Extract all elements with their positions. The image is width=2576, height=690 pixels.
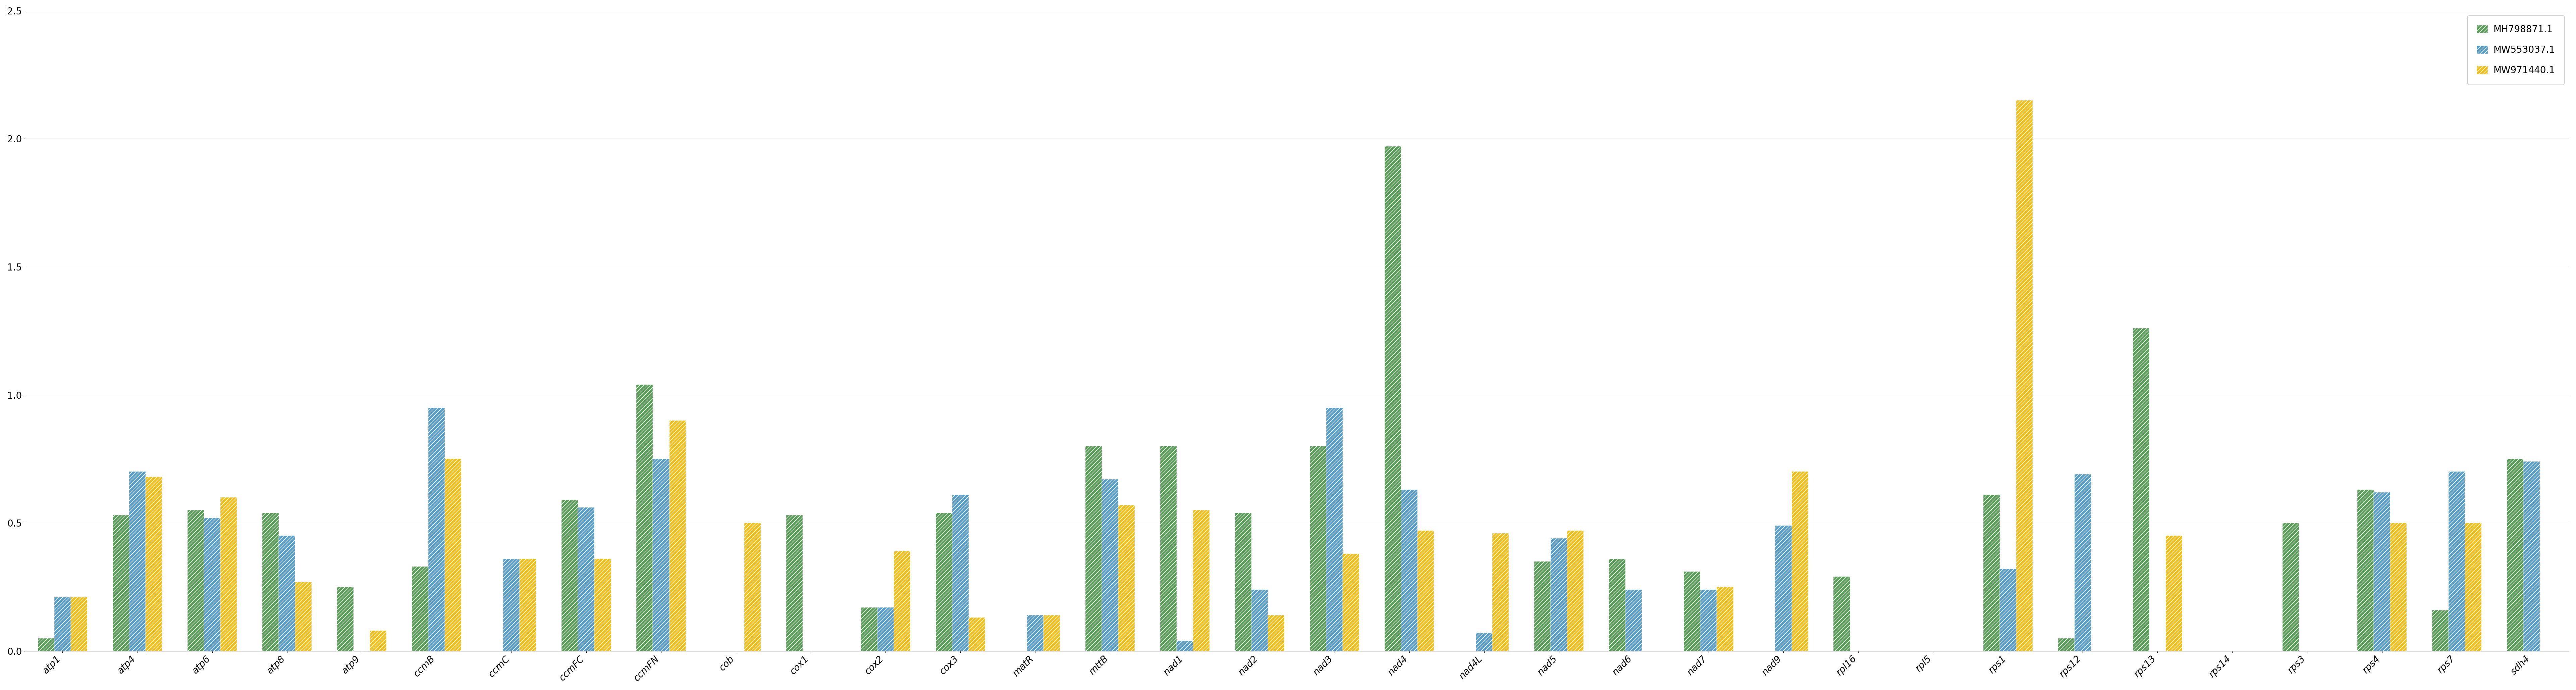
Bar: [969, 618, 984, 651]
Bar: [1700, 589, 1716, 651]
Bar: [39, 638, 54, 651]
Bar: [1177, 641, 1193, 651]
Bar: [894, 551, 909, 651]
Bar: [1716, 587, 1734, 651]
Bar: [2282, 523, 2298, 651]
Bar: [520, 559, 536, 651]
Bar: [188, 510, 204, 651]
Bar: [1234, 513, 1252, 651]
Bar: [70, 597, 88, 651]
Bar: [577, 508, 595, 651]
Bar: [296, 582, 312, 651]
Bar: [1327, 408, 1342, 651]
Bar: [113, 515, 129, 651]
Bar: [129, 472, 147, 651]
Bar: [263, 513, 278, 651]
Bar: [1386, 146, 1401, 651]
Bar: [652, 459, 670, 651]
Legend: MH798871.1, MW553037.1, MW971440.1: MH798871.1, MW553037.1, MW971440.1: [2468, 15, 2563, 85]
Bar: [2133, 328, 2148, 651]
Bar: [1309, 446, 1327, 651]
Bar: [2465, 523, 2481, 651]
Bar: [1084, 446, 1103, 651]
Bar: [278, 535, 296, 651]
Bar: [446, 459, 461, 651]
Bar: [878, 607, 894, 651]
Bar: [1028, 615, 1043, 651]
Bar: [636, 384, 652, 651]
Bar: [1775, 526, 1793, 651]
Bar: [1625, 589, 1641, 651]
Bar: [222, 497, 237, 651]
Bar: [1535, 562, 1551, 651]
Bar: [1610, 559, 1625, 651]
Bar: [1999, 569, 2017, 651]
Bar: [1103, 480, 1118, 651]
Bar: [595, 559, 611, 651]
Bar: [2074, 474, 2092, 651]
Bar: [412, 566, 428, 651]
Bar: [2391, 523, 2406, 651]
Bar: [786, 515, 804, 651]
Bar: [860, 607, 878, 651]
Bar: [1267, 615, 1285, 651]
Bar: [1118, 505, 1133, 651]
Bar: [2524, 462, 2540, 651]
Bar: [1342, 553, 1360, 651]
Bar: [2432, 610, 2450, 651]
Bar: [1193, 510, 1211, 651]
Bar: [2372, 492, 2391, 651]
Bar: [428, 408, 446, 651]
Bar: [1043, 615, 1059, 651]
Bar: [2450, 472, 2465, 651]
Bar: [502, 559, 520, 651]
Bar: [2357, 490, 2372, 651]
Bar: [1984, 495, 1999, 651]
Bar: [953, 495, 969, 651]
Bar: [1551, 538, 1566, 651]
Bar: [1793, 472, 1808, 651]
Bar: [1492, 533, 1510, 651]
Bar: [371, 631, 386, 651]
Bar: [744, 523, 760, 651]
Bar: [1401, 490, 1417, 651]
Bar: [1834, 577, 1850, 651]
Bar: [2506, 459, 2524, 651]
Bar: [2058, 638, 2074, 651]
Bar: [147, 477, 162, 651]
Bar: [54, 597, 70, 651]
Bar: [670, 420, 685, 651]
Bar: [337, 587, 353, 651]
Bar: [2166, 535, 2182, 651]
Bar: [204, 518, 222, 651]
Bar: [562, 500, 577, 651]
Bar: [1417, 531, 1435, 651]
Bar: [1685, 571, 1700, 651]
Bar: [1159, 446, 1177, 651]
Bar: [1252, 589, 1267, 651]
Bar: [1476, 633, 1492, 651]
Bar: [2017, 100, 2032, 651]
Bar: [1566, 531, 1584, 651]
Bar: [935, 513, 953, 651]
